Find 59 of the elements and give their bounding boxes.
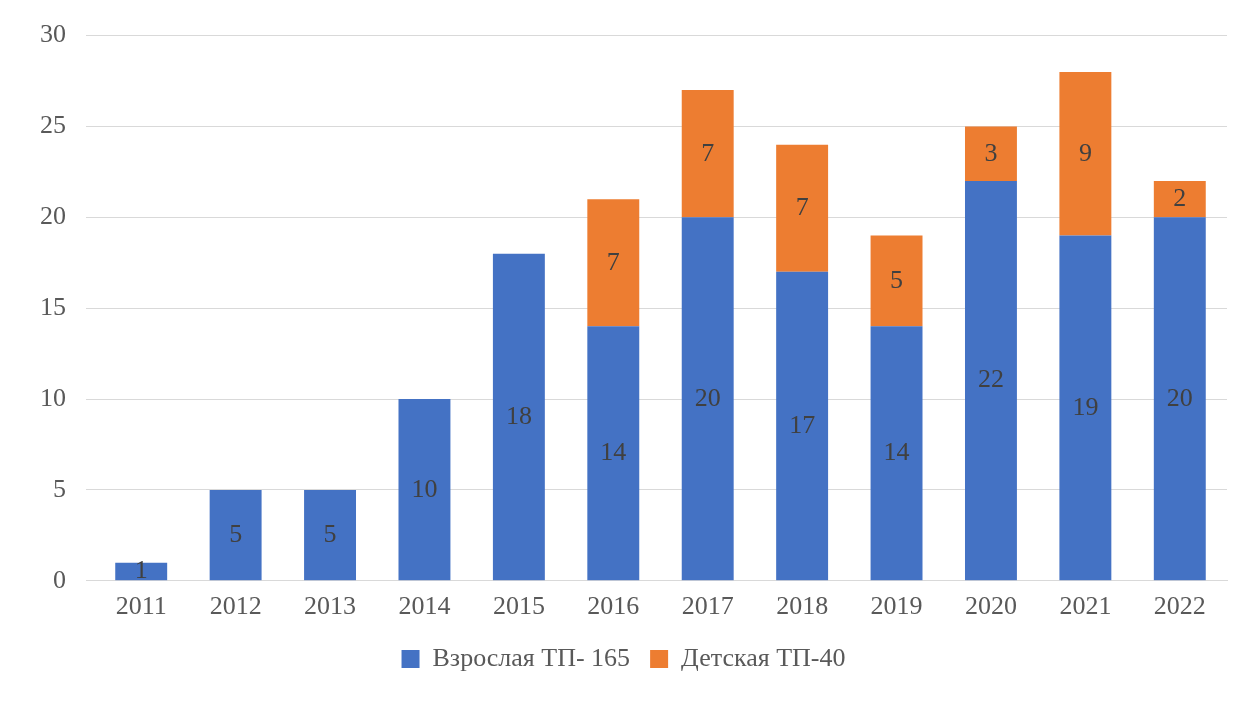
x-tick-label: 2018 — [776, 591, 829, 621]
data-label: 20 — [1166, 382, 1193, 412]
bar — [1153, 180, 1206, 218]
bar — [209, 489, 262, 581]
bar — [776, 144, 829, 272]
bar — [776, 271, 829, 581]
y-tick-label: 5 — [53, 473, 66, 503]
data-label: 5 — [323, 518, 337, 548]
data-label: 20 — [694, 382, 721, 412]
bar — [492, 253, 545, 581]
bar — [1059, 235, 1112, 581]
bar — [964, 180, 1017, 581]
x-tick-label: 2011 — [115, 591, 167, 621]
data-label: 18 — [505, 400, 532, 430]
data-label: 5 — [890, 264, 904, 294]
bar — [1153, 217, 1206, 581]
x-tick-label: 2013 — [304, 591, 357, 621]
y-tick-label: 25 — [40, 110, 66, 140]
data-label: 5 — [229, 518, 243, 548]
bar — [681, 90, 734, 218]
bar — [304, 489, 357, 581]
data-label: 10 — [411, 473, 438, 503]
bar — [681, 217, 734, 581]
y-tick-label: 30 — [40, 19, 66, 49]
data-label: 14 — [600, 437, 627, 467]
data-label: 1 — [134, 555, 148, 585]
data-label: 7 — [701, 137, 715, 167]
bar — [870, 235, 923, 327]
bar — [587, 199, 640, 327]
y-tick-label: 10 — [40, 382, 66, 412]
data-label: 17 — [789, 409, 816, 439]
data-label: 19 — [1072, 391, 1099, 421]
x-tick-label: 2014 — [398, 591, 451, 621]
x-tick-label: 2021 — [1059, 591, 1112, 621]
data-label: 9 — [1078, 137, 1092, 167]
legend-label: Детская ТП-40 — [681, 642, 846, 672]
x-tick-label: 2016 — [587, 591, 640, 621]
data-label: 22 — [977, 364, 1004, 394]
data-label: 7 — [795, 192, 809, 222]
bar — [115, 562, 168, 581]
y-tick-label: 15 — [40, 292, 66, 322]
y-tick-label: 20 — [40, 201, 66, 231]
legend-label: Взрослая ТП- 165 — [432, 642, 631, 672]
data-label: 2 — [1173, 182, 1187, 212]
data-label: 7 — [606, 246, 620, 276]
bar — [964, 126, 1017, 181]
bar — [870, 326, 923, 581]
x-tick-label: 2022 — [1153, 591, 1206, 621]
bar — [1059, 71, 1112, 236]
data-label: 14 — [883, 437, 910, 467]
x-tick-label: 2019 — [870, 591, 923, 621]
data-label: 3 — [984, 137, 998, 167]
x-tick-label: 2017 — [681, 591, 734, 621]
y-tick-label: 0 — [53, 564, 66, 594]
bar — [587, 326, 640, 581]
x-tick-label: 2020 — [964, 591, 1017, 621]
x-tick-label: 2012 — [209, 591, 262, 621]
bar — [398, 399, 451, 581]
x-tick-label: 2015 — [492, 591, 545, 621]
